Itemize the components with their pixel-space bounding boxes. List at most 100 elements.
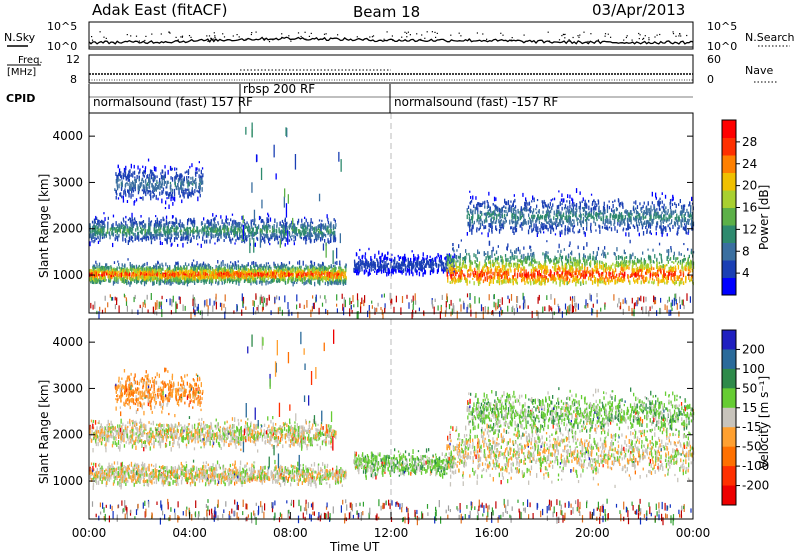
data-cell [267, 262, 269, 265]
data-cell [142, 184, 144, 189]
data-cell [188, 263, 190, 267]
data-cell [235, 239, 237, 242]
data-cell [154, 230, 156, 235]
data-cell [198, 266, 200, 270]
noise-speck [460, 304, 462, 312]
data-cell [247, 235, 249, 238]
data-cell [319, 228, 321, 234]
nsky-dot [607, 33, 609, 35]
data-cell [161, 181, 163, 186]
data-cell [319, 279, 321, 284]
data-cell [292, 281, 294, 287]
data-cell [249, 274, 251, 278]
data-cell [328, 273, 330, 278]
nsky-dot [436, 32, 438, 34]
data-cell [291, 234, 293, 238]
noise-speck [101, 309, 104, 314]
data-cell [368, 247, 370, 251]
data-cell [239, 222, 241, 225]
data-cell [191, 262, 193, 267]
data-cell [161, 242, 163, 245]
data-cell [146, 266, 148, 271]
data-cell [250, 265, 252, 271]
data-cell [278, 274, 281, 280]
noise-speck [575, 302, 577, 308]
data-cell [165, 221, 168, 226]
nsky-dot [638, 38, 640, 40]
noise-speck [342, 303, 344, 311]
data-cell [334, 280, 336, 285]
data-cell [187, 170, 189, 175]
data-cell [328, 271, 330, 274]
power-data [89, 113, 695, 320]
data-cell [147, 190, 149, 193]
beam-title: Beam 18 [353, 3, 420, 21]
data-cell [137, 270, 139, 276]
data-cell [249, 269, 251, 273]
data-cell [142, 267, 144, 270]
data-cell [179, 267, 181, 270]
data-cell [186, 281, 189, 287]
data-cell [424, 265, 427, 268]
data-cell [386, 271, 388, 277]
data-cell [223, 228, 225, 233]
data-cell [178, 270, 181, 274]
data-cell [331, 280, 333, 284]
data-cell [166, 238, 168, 244]
data-cell [155, 229, 157, 234]
data-cell [129, 217, 132, 223]
data-cell [193, 276, 196, 280]
data-cell [194, 275, 196, 281]
data-cell [331, 271, 333, 275]
data-cell [234, 272, 236, 275]
noise-speck [260, 294, 262, 301]
data-cell [293, 239, 295, 242]
noise-speck [637, 297, 639, 305]
data-cell [283, 263, 285, 267]
nsky-dot [177, 39, 179, 41]
data-cell [134, 279, 136, 283]
data-cell [439, 264, 441, 267]
data-cell [156, 217, 158, 222]
data-cell [196, 189, 198, 193]
data-cell [374, 256, 376, 259]
noise-speck [391, 298, 393, 305]
data-cell [98, 262, 101, 267]
data-cell [246, 221, 248, 225]
data-cell [295, 232, 297, 236]
data-cell [217, 228, 219, 232]
noise-speck [501, 310, 504, 314]
noise-speck [585, 299, 587, 306]
data-cell [301, 223, 303, 226]
nsky-dot [323, 33, 326, 35]
data-cell [438, 254, 440, 258]
data-cell [324, 265, 326, 271]
noise-speck [161, 295, 163, 300]
nsky-dot [563, 34, 565, 36]
data-cell [230, 261, 232, 264]
noise-speck [259, 296, 261, 305]
data-cell [159, 233, 161, 237]
noise-speck [574, 295, 576, 303]
data-cell [124, 190, 126, 194]
noise-speck [619, 305, 621, 310]
data-cell [264, 274, 266, 278]
data-cell [230, 266, 232, 270]
data-cell [283, 265, 285, 268]
data-cell [211, 271, 213, 275]
data-cell [141, 189, 143, 192]
data-cell [129, 186, 131, 192]
noise-speck [110, 296, 113, 301]
data-cell [327, 230, 330, 235]
data-cell [272, 229, 275, 232]
data-cell [310, 271, 312, 275]
freq-label-line2: [MHz] [7, 67, 36, 78]
data-cell [163, 177, 165, 180]
data-cell [365, 269, 368, 273]
noise-speck [445, 306, 447, 314]
data-cell [317, 271, 320, 275]
data-cell [267, 212, 269, 216]
data-cell [186, 234, 188, 240]
data-cell [291, 231, 294, 234]
data-cell [202, 236, 204, 241]
